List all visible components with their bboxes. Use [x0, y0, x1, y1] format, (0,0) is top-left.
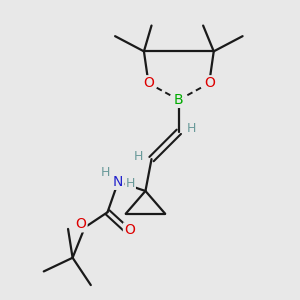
Text: H: H	[126, 177, 135, 190]
Text: O: O	[143, 76, 154, 90]
Text: O: O	[204, 76, 214, 90]
Text: H: H	[134, 150, 143, 163]
Text: O: O	[124, 224, 135, 237]
Text: N: N	[113, 175, 123, 189]
Text: O: O	[76, 218, 86, 231]
Text: B: B	[174, 93, 184, 107]
Text: H: H	[187, 122, 196, 135]
Text: H: H	[101, 166, 110, 179]
